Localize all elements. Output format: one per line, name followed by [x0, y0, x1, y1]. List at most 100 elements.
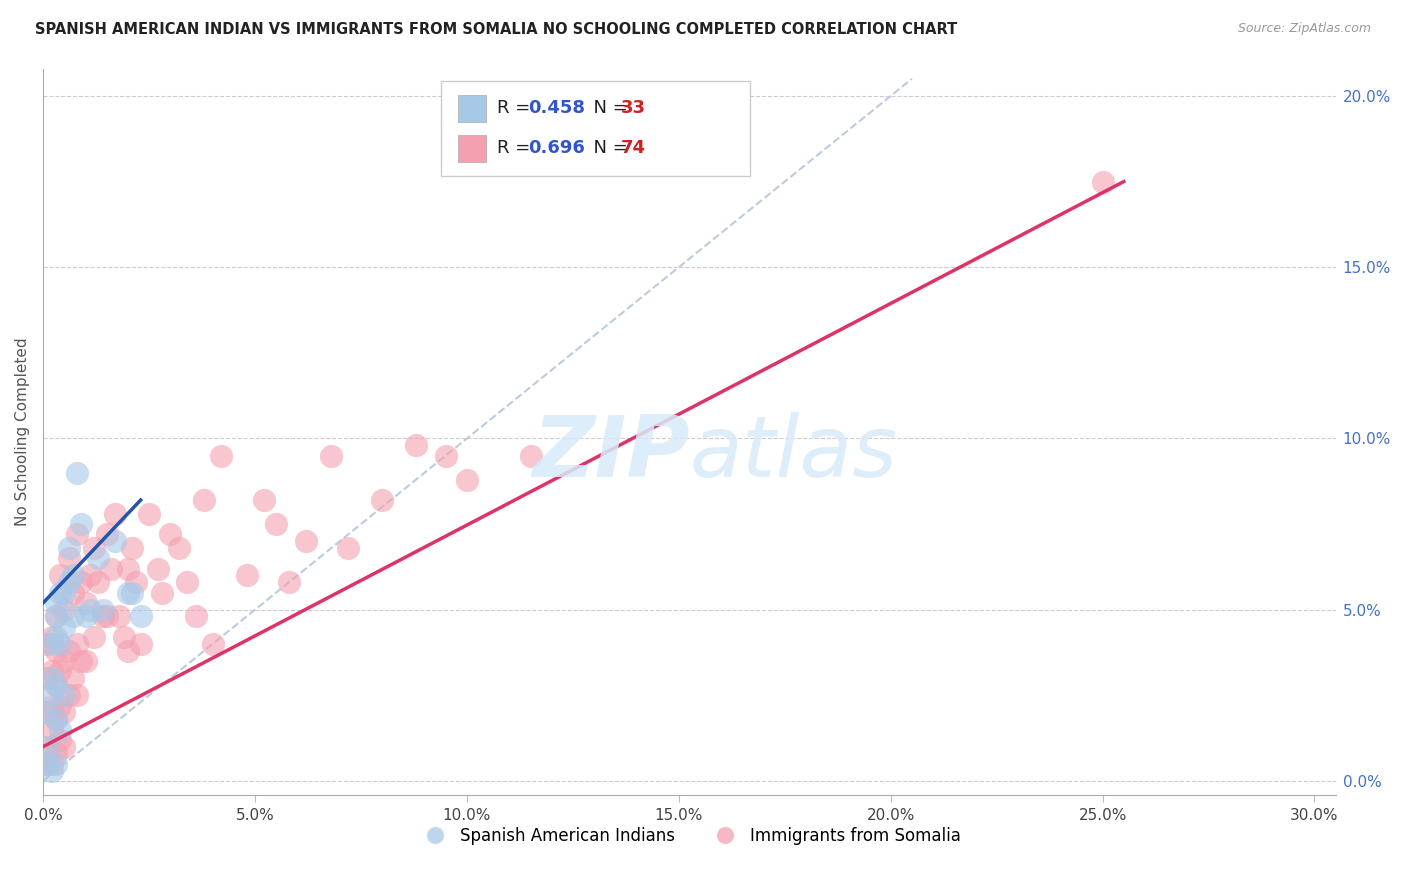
- Point: [1091, 175, 1114, 189]
- Point: [41, 764, 63, 778]
- Point: [53, 620, 76, 634]
- Point: [53, 602, 76, 616]
- Text: SPANISH AMERICAN INDIAN VS IMMIGRANTS FROM SOMALIA NO SCHOOLING COMPLETED CORREL: SPANISH AMERICAN INDIAN VS IMMIGRANTS FR…: [35, 22, 957, 37]
- Point: [129, 609, 152, 624]
- Text: atlas: atlas: [689, 412, 897, 495]
- Text: N =: N =: [582, 139, 633, 157]
- Point: [96, 527, 118, 541]
- Point: [66, 688, 89, 702]
- Point: [70, 575, 93, 590]
- Point: [252, 493, 274, 508]
- Legend: Spanish American Indians, Immigrants from Somalia: Spanish American Indians, Immigrants fro…: [412, 821, 967, 852]
- Point: [150, 585, 173, 599]
- Point: [41, 637, 63, 651]
- Point: [209, 449, 232, 463]
- Point: [37, 739, 59, 754]
- Point: [117, 644, 139, 658]
- Point: [295, 534, 318, 549]
- Point: [117, 585, 139, 599]
- Point: [37, 637, 59, 651]
- Point: [434, 449, 457, 463]
- Text: Source: ZipAtlas.com: Source: ZipAtlas.com: [1237, 22, 1371, 36]
- Point: [62, 609, 84, 624]
- Point: [66, 637, 89, 651]
- Point: [70, 654, 93, 668]
- Point: [87, 575, 110, 590]
- Point: [37, 706, 59, 720]
- Point: [83, 541, 105, 555]
- Point: [91, 602, 114, 616]
- Text: 0.458: 0.458: [529, 99, 585, 118]
- Point: [45, 630, 67, 644]
- Point: [96, 609, 118, 624]
- Point: [49, 637, 72, 651]
- Point: [112, 630, 135, 644]
- Point: [58, 644, 80, 658]
- Point: [138, 507, 160, 521]
- Point: [167, 541, 190, 555]
- Point: [49, 732, 72, 747]
- Point: [75, 654, 97, 668]
- Point: [193, 493, 215, 508]
- Point: [371, 493, 394, 508]
- Point: [62, 585, 84, 599]
- Point: [58, 688, 80, 702]
- Point: [104, 534, 127, 549]
- Point: [146, 561, 169, 575]
- Y-axis label: No Schooling Completed: No Schooling Completed: [15, 337, 30, 526]
- Point: [176, 575, 198, 590]
- Point: [45, 747, 67, 761]
- Point: [45, 609, 67, 624]
- Point: [37, 739, 59, 754]
- Text: R =: R =: [498, 139, 536, 157]
- Point: [53, 688, 76, 702]
- Point: [58, 541, 80, 555]
- Text: 33: 33: [621, 99, 645, 118]
- Point: [87, 551, 110, 566]
- Point: [45, 678, 67, 692]
- Point: [37, 706, 59, 720]
- Point: [117, 561, 139, 575]
- Point: [45, 678, 67, 692]
- Point: [456, 473, 478, 487]
- Point: [41, 665, 63, 679]
- Point: [37, 671, 59, 685]
- Point: [49, 665, 72, 679]
- Point: [45, 712, 67, 726]
- Point: [75, 596, 97, 610]
- Point: [121, 585, 143, 599]
- Text: 0.696: 0.696: [529, 139, 585, 157]
- Point: [45, 756, 67, 771]
- Point: [62, 671, 84, 685]
- Text: N =: N =: [582, 99, 633, 118]
- Point: [45, 644, 67, 658]
- Point: [45, 712, 67, 726]
- Point: [159, 527, 181, 541]
- Point: [79, 568, 101, 582]
- Point: [53, 739, 76, 754]
- Point: [58, 575, 80, 590]
- Point: [41, 723, 63, 737]
- Point: [201, 637, 224, 651]
- Point: [49, 568, 72, 582]
- Point: [70, 516, 93, 531]
- Point: [79, 602, 101, 616]
- Point: [278, 575, 301, 590]
- Point: [41, 630, 63, 644]
- Point: [75, 609, 97, 624]
- Point: [100, 561, 122, 575]
- Point: [53, 585, 76, 599]
- Point: [41, 756, 63, 771]
- Point: [66, 527, 89, 541]
- Point: [108, 609, 131, 624]
- Point: [91, 609, 114, 624]
- Text: R =: R =: [498, 99, 536, 118]
- Point: [41, 671, 63, 685]
- Point: [49, 723, 72, 737]
- Point: [62, 568, 84, 582]
- Point: [337, 541, 360, 555]
- Point: [66, 466, 89, 480]
- Text: 74: 74: [621, 139, 645, 157]
- Point: [405, 438, 427, 452]
- Point: [45, 596, 67, 610]
